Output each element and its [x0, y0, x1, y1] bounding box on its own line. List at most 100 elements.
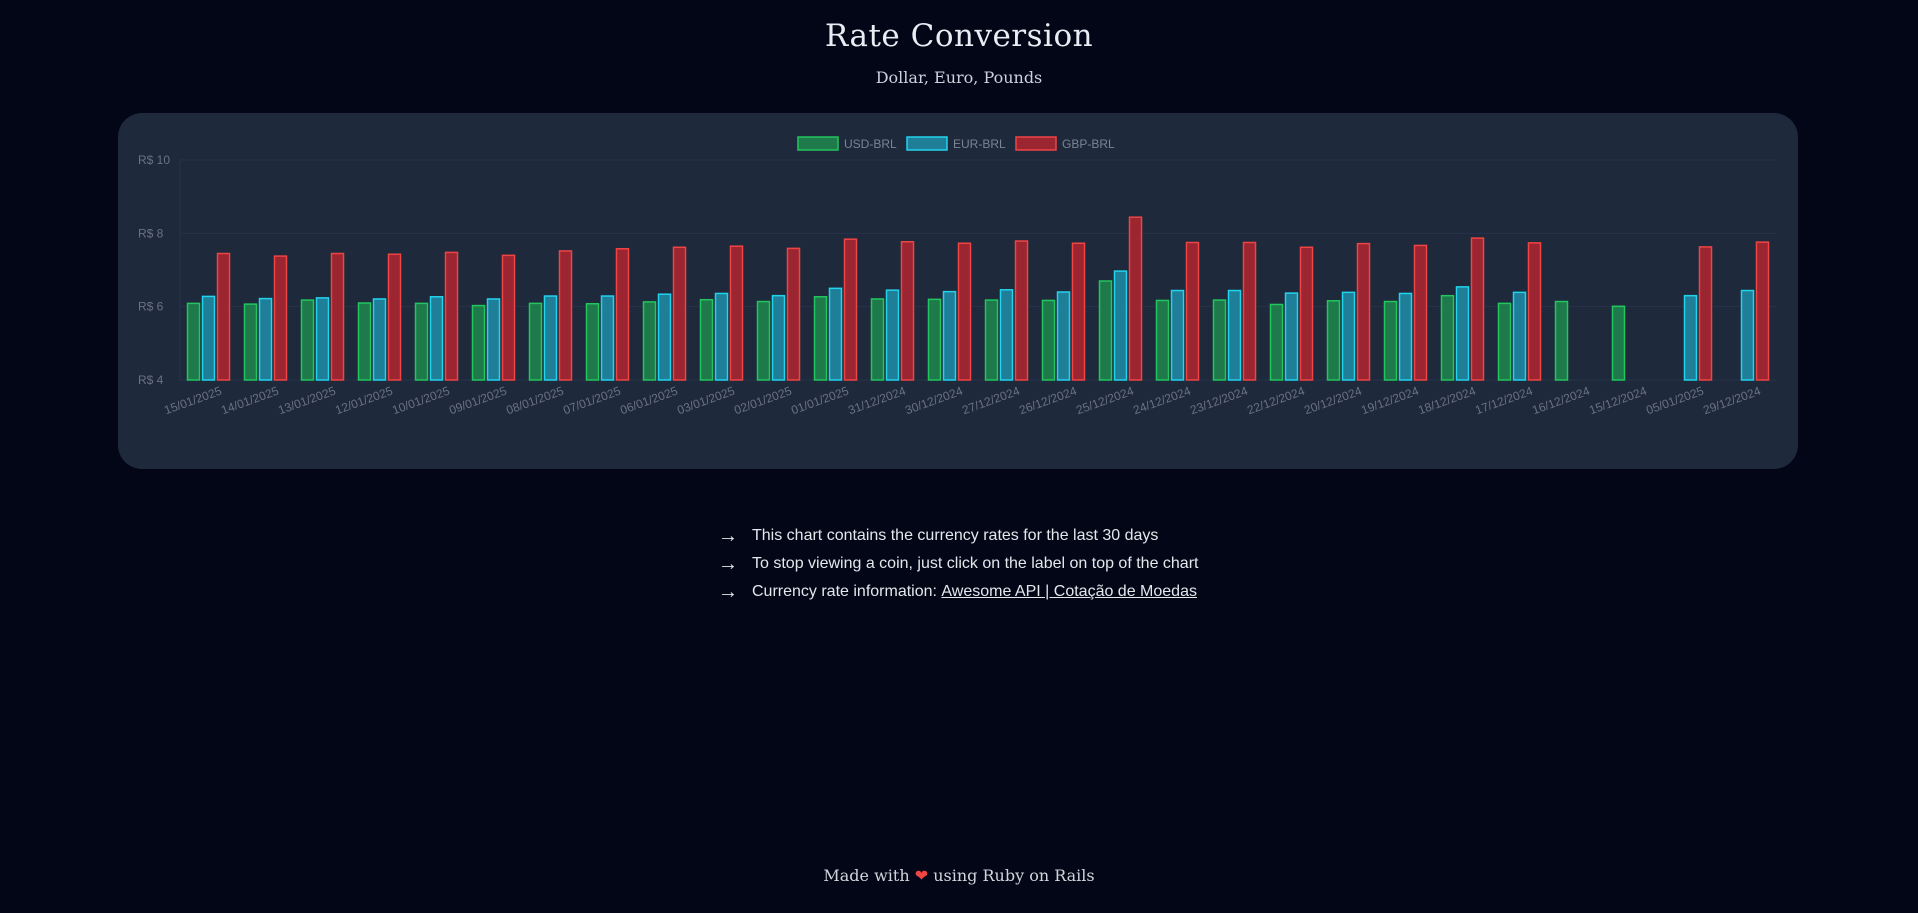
bar-gbp-brl	[843, 238, 858, 381]
bar-gbp-brl	[1356, 242, 1371, 381]
x-tick-label: 05/01/2025	[1644, 384, 1706, 418]
footer-text-before: Made with	[823, 866, 915, 885]
note-item: → Currency rate information: Awesome API…	[718, 578, 1198, 606]
bar-gbp-brl	[1185, 241, 1200, 381]
bar-usd-brl	[1269, 303, 1284, 381]
page-subtitle: Dollar, Euro, Pounds	[875, 68, 1043, 87]
notes-list: → This chart contains the currency rates…	[718, 522, 1198, 606]
bar-eur-brl	[315, 297, 330, 381]
note-text: To stop viewing a coin, just click on th…	[752, 555, 1199, 572]
bar-eur-brl	[1284, 292, 1299, 381]
bar-gbp-brl	[1527, 242, 1542, 381]
x-tick-label: 13/01/2025	[276, 384, 338, 418]
bar-eur-brl	[1398, 292, 1413, 381]
legend-label-gbp-brl[interactable]: GBP-BRL	[1062, 137, 1115, 151]
bar-gbp-brl	[672, 246, 687, 381]
y-tick-label: R$ 4	[138, 373, 164, 387]
bar-usd-brl	[1098, 280, 1113, 381]
bar-gbp-brl	[330, 252, 345, 381]
x-tick-label: 19/12/2024	[1359, 384, 1421, 418]
x-tick-label: 15/01/2025	[162, 384, 224, 418]
x-tick-label: 18/12/2024	[1416, 384, 1478, 418]
bar-gbp-brl	[1470, 237, 1485, 381]
x-tick-label: 26/12/2024	[1017, 384, 1079, 418]
bar-usd-brl	[1554, 300, 1569, 381]
note-text: Currency rate information:	[752, 583, 942, 600]
bar-gbp-brl	[1698, 246, 1713, 381]
x-tick-label: 29/12/2024	[1701, 384, 1763, 418]
legend-swatch-usd-brl[interactable]	[797, 136, 839, 151]
x-tick-label: 23/12/2024	[1188, 384, 1250, 418]
bar-gbp-brl	[900, 241, 915, 381]
y-tick-label: R$ 10	[138, 153, 170, 167]
bar-gbp-brl	[444, 251, 459, 381]
bar-gbp-brl	[1242, 241, 1257, 381]
x-tick-label: 02/01/2025	[732, 384, 794, 418]
bar-usd-brl	[528, 302, 543, 381]
heart-icon: ❤	[914, 866, 929, 885]
x-tick-label: 07/01/2025	[561, 384, 623, 418]
arrow-right-icon: →	[718, 525, 738, 547]
bar-eur-brl	[1512, 291, 1527, 381]
bar-eur-brl	[543, 295, 558, 381]
x-tick-label: 25/12/2024	[1074, 384, 1136, 418]
bar-usd-brl	[1497, 302, 1512, 381]
bar-gbp-brl	[558, 250, 573, 381]
bar-eur-brl	[999, 289, 1014, 381]
x-tick-label: 15/12/2024	[1587, 384, 1649, 418]
x-tick-label: 08/01/2025	[504, 384, 566, 418]
bar-usd-brl	[870, 298, 885, 381]
bar-eur-brl	[1683, 294, 1698, 381]
bar-usd-brl	[243, 303, 258, 381]
x-tick-label: 03/01/2025	[675, 384, 737, 418]
bar-usd-brl	[927, 298, 942, 381]
bar-gbp-brl	[273, 255, 288, 381]
x-tick-label: 22/12/2024	[1245, 384, 1307, 418]
bar-eur-brl	[771, 294, 786, 381]
bar-usd-brl	[585, 302, 600, 381]
legend-swatch-eur-brl[interactable]	[906, 136, 948, 151]
bar-usd-brl	[1440, 294, 1455, 381]
x-tick-label: 09/01/2025	[447, 384, 509, 418]
bar-gbp-brl	[1128, 216, 1143, 381]
bar-eur-brl	[201, 295, 216, 381]
bar-gbp-brl	[1014, 240, 1029, 381]
page-title: Rate Conversion	[824, 18, 1094, 54]
bar-usd-brl	[186, 302, 201, 381]
bar-eur-brl	[1056, 291, 1071, 381]
bar-gbp-brl	[1755, 241, 1770, 381]
bar-usd-brl	[1041, 299, 1056, 381]
chart-card: R$ 4 R$ 6 R$ 8 R$ 10 USD-BRL EUR-BRL GBP-BRL 15…	[118, 113, 1798, 469]
bar-eur-brl	[486, 298, 501, 381]
bar-eur-brl	[1170, 289, 1185, 381]
bar-eur-brl	[429, 296, 444, 381]
legend-label-eur-brl[interactable]: EUR-BRL	[953, 137, 1006, 151]
y-tick-label: R$ 8	[138, 226, 164, 240]
x-tick-label: 31/12/2024	[846, 384, 908, 418]
y-tick-label: R$ 6	[138, 300, 164, 314]
legend-swatch-gbp-brl[interactable]	[1015, 136, 1057, 151]
bar-eur-brl	[657, 293, 672, 381]
bar-eur-brl	[714, 292, 729, 381]
bar-eur-brl	[885, 289, 900, 381]
bar-eur-brl	[942, 290, 957, 381]
bar-gbp-brl	[387, 253, 402, 381]
x-tick-label: 17/12/2024	[1473, 384, 1535, 418]
bar-usd-brl	[1212, 299, 1227, 381]
bar-eur-brl	[600, 295, 615, 381]
footer: Made with ❤ using Ruby on Rails	[0, 866, 1918, 885]
note-item: → To stop viewing a coin, just click on …	[718, 550, 1198, 578]
rate-chart: R$ 4 R$ 6 R$ 8 R$ 10 USD-BRL EUR-BRL GBP-BRL 15…	[138, 136, 1776, 418]
legend-label-usd-brl[interactable]: USD-BRL	[844, 137, 897, 151]
bar-usd-brl	[1611, 305, 1626, 381]
x-tick-label: 24/12/2024	[1131, 384, 1193, 418]
note-item: → This chart contains the currency rates…	[718, 522, 1198, 550]
bar-gbp-brl	[1071, 242, 1086, 381]
awesome-api-link[interactable]: Awesome API | Cotação de Moedas	[941, 583, 1197, 600]
x-tick-label: 14/01/2025	[219, 384, 281, 418]
arrow-right-icon: →	[718, 581, 738, 603]
bar-gbp-brl	[729, 245, 744, 381]
bar-usd-brl	[699, 298, 714, 381]
bar-gbp-brl	[501, 254, 516, 381]
bar-eur-brl	[1113, 270, 1128, 381]
